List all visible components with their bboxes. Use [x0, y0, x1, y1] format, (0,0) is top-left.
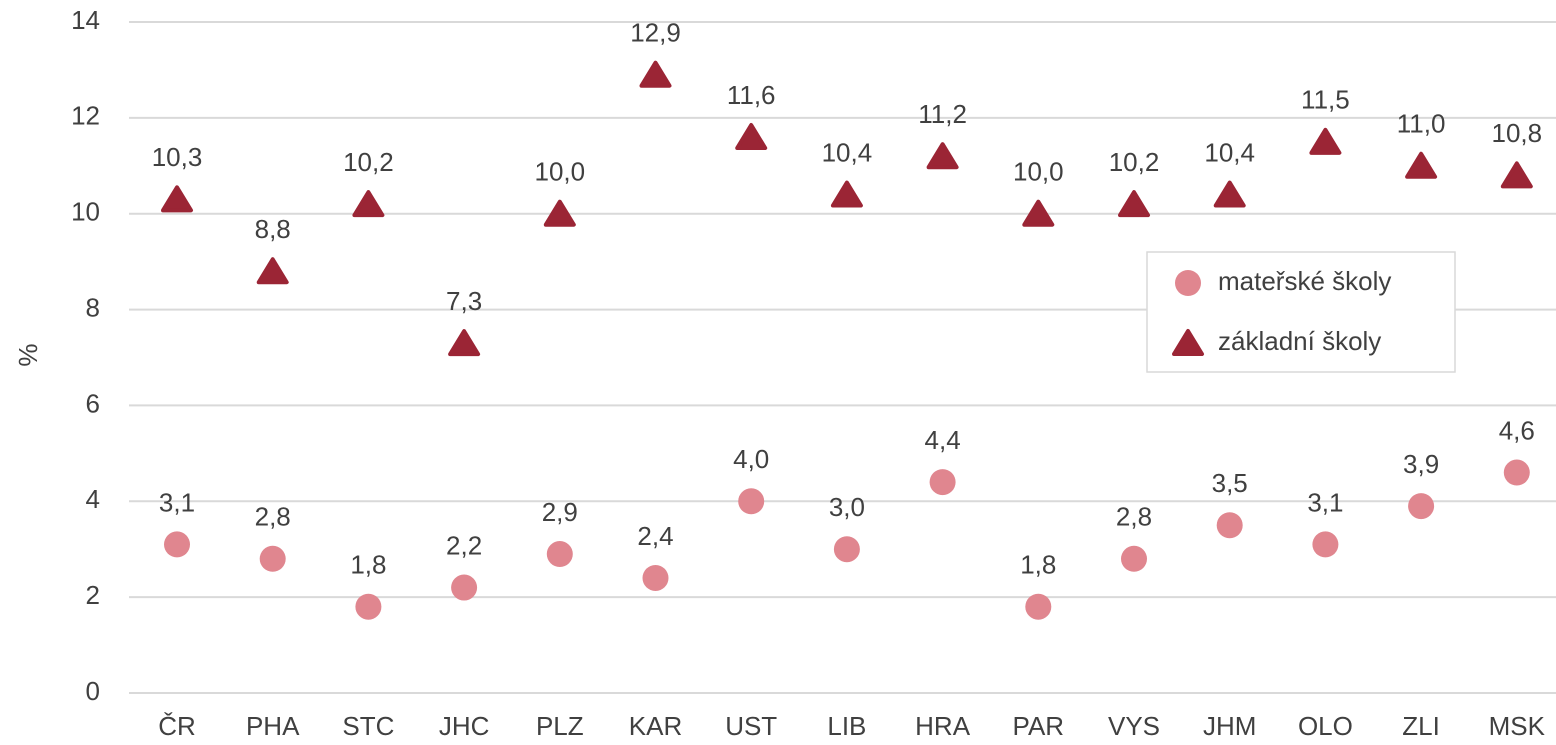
x-tick-label: UST — [725, 711, 777, 741]
data-label: 2,8 — [255, 502, 291, 532]
data-label: 10,2 — [343, 147, 394, 177]
triangle-marker — [448, 329, 481, 357]
triangle-marker — [1309, 127, 1342, 155]
triangle-marker — [926, 142, 959, 170]
x-tick-label: PLZ — [536, 711, 584, 741]
data-label: 3,0 — [829, 492, 865, 522]
triangle-marker — [1213, 180, 1246, 208]
data-label: 11,0 — [1397, 109, 1446, 139]
x-tick-label: KAR — [629, 711, 682, 741]
x-tick-label: OLO — [1298, 711, 1353, 741]
circle-marker — [259, 545, 286, 572]
circle-marker — [451, 574, 478, 601]
y-tick-label: 2 — [86, 580, 100, 610]
y-tick-label: 4 — [86, 484, 100, 514]
y-tick-label: 12 — [71, 101, 100, 131]
x-tick-label: PAR — [1013, 711, 1065, 741]
data-label: 2,2 — [446, 530, 482, 560]
circle-marker — [1216, 512, 1243, 539]
data-label: 2,4 — [637, 521, 673, 551]
x-tick-label: ZLI — [1402, 711, 1440, 741]
triangle-marker — [1500, 161, 1533, 189]
data-label: 12,9 — [630, 18, 681, 48]
triangle-marker — [543, 199, 576, 227]
triangle-marker — [161, 185, 193, 213]
triangle-marker — [256, 257, 289, 285]
data-label: 3,5 — [1212, 468, 1248, 498]
triangle-marker — [735, 123, 768, 151]
data-label: 4,4 — [925, 425, 961, 455]
x-tick-label: VYS — [1108, 711, 1160, 741]
data-label: 10,2 — [1109, 147, 1160, 177]
data-label: 2,8 — [1116, 502, 1152, 532]
triangle-marker — [1405, 151, 1438, 179]
circle-marker — [738, 488, 765, 515]
legend-marker — [1175, 270, 1201, 296]
data-label: 11,2 — [918, 99, 967, 129]
circle-marker — [1408, 493, 1435, 520]
data-label: 3,1 — [159, 487, 195, 517]
y-tick-label: 14 — [71, 5, 100, 35]
x-tick-label: STC — [342, 711, 394, 741]
data-label: 10,8 — [1491, 118, 1542, 148]
circle-marker — [1503, 459, 1530, 486]
circle-marker — [546, 541, 573, 568]
data-label: 11,6 — [727, 80, 776, 110]
data-label: 10,4 — [822, 137, 873, 167]
circle-marker — [355, 593, 382, 620]
triangle-marker — [1118, 190, 1150, 218]
data-label: 8,8 — [255, 214, 291, 244]
circle-marker — [929, 469, 956, 496]
data-label: 4,0 — [733, 444, 769, 474]
x-tick-label: JHM — [1203, 711, 1256, 741]
y-tick-label: 6 — [86, 388, 100, 418]
circle-marker — [1121, 545, 1147, 572]
triangle-marker — [830, 180, 863, 208]
circle-marker — [1312, 531, 1339, 558]
y-axis-label: % — [13, 343, 43, 366]
triangle-marker — [352, 190, 385, 218]
data-label: 4,6 — [1499, 415, 1535, 445]
legend-label: základní školy — [1218, 326, 1381, 356]
circle-marker — [642, 564, 669, 591]
x-tick-label: JHC — [439, 711, 490, 741]
data-label: 10,3 — [152, 142, 203, 172]
y-tick-label: 0 — [86, 676, 100, 706]
data-label: 2,9 — [542, 497, 578, 527]
data-label: 1,8 — [350, 550, 386, 580]
data-label: 7,3 — [446, 286, 482, 316]
x-tick-label: LIB — [827, 711, 866, 741]
x-tick-label: MSK — [1489, 711, 1546, 741]
triangle-marker — [1022, 199, 1055, 227]
x-tick-label: HRA — [915, 711, 971, 741]
x-tick-label: ČR — [158, 711, 196, 741]
data-label: 1,8 — [1020, 550, 1056, 580]
data-label: 10,0 — [1013, 157, 1064, 187]
legend-marker — [1172, 329, 1204, 356]
x-tick-label: PHA — [246, 711, 300, 741]
legend-label: mateřské školy — [1218, 266, 1391, 296]
y-tick-label: 10 — [71, 197, 100, 227]
circle-marker — [833, 536, 860, 563]
data-label: 10,0 — [534, 157, 585, 187]
circle-marker — [1025, 593, 1052, 620]
data-label: 3,1 — [1307, 487, 1343, 517]
circle-marker — [164, 531, 190, 558]
data-label: 3,9 — [1403, 449, 1439, 479]
triangle-marker — [639, 60, 672, 88]
y-tick-label: 8 — [86, 292, 100, 322]
data-label: 11,5 — [1301, 85, 1350, 115]
data-label: 10,4 — [1204, 137, 1255, 167]
